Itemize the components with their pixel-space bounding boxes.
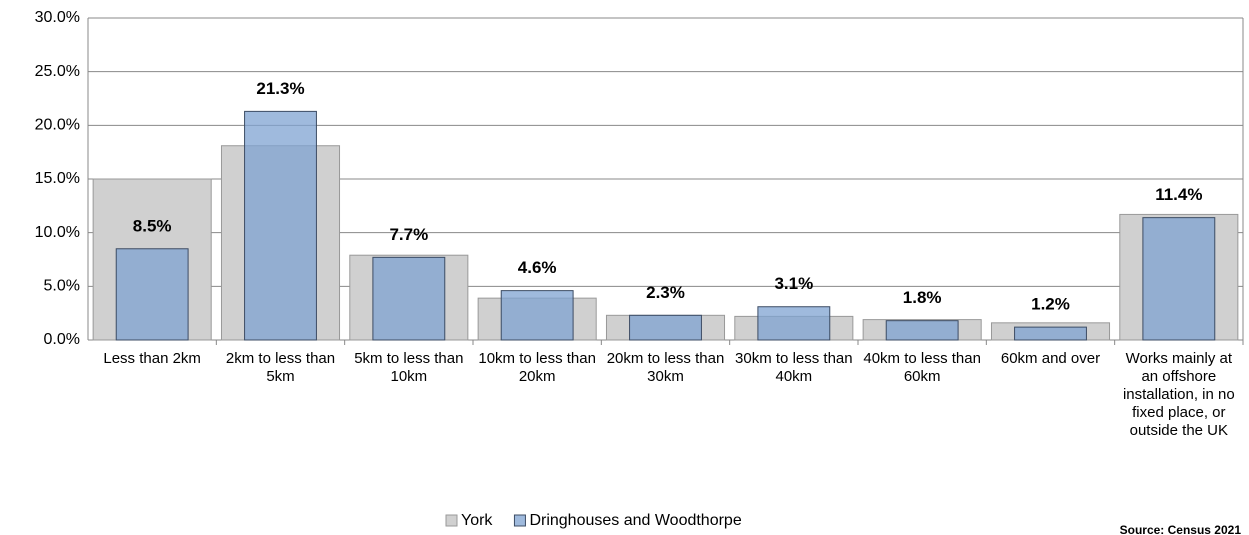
x-tick-label: Less than 2km: [103, 350, 201, 367]
y-tick-label: 30.0%: [35, 9, 80, 26]
bar: [1014, 326, 1087, 341]
x-tick-label: Works mainly at an offshore installation…: [1122, 350, 1235, 439]
data-label: 2.3%: [646, 283, 685, 302]
source-note: Source: Census 2021: [1120, 523, 1242, 535]
data-label: 21.3%: [256, 79, 304, 98]
x-tick-label: 5km to less than 10km: [354, 350, 464, 385]
y-tick-label: 5.0%: [44, 278, 80, 295]
y-tick-label: 10.0%: [35, 224, 80, 241]
x-tick-label: 2km to less than 5km: [225, 350, 336, 385]
bar: [500, 290, 574, 341]
bar: [629, 314, 702, 341]
data-label: 1.2%: [1031, 295, 1070, 314]
bar: [115, 248, 189, 341]
data-label: 4.6%: [518, 258, 557, 277]
legend-label: Dringhouses and Woodthorpe: [529, 512, 741, 529]
x-tick-label: 10km to less than 20km: [478, 350, 596, 385]
bar: [1142, 217, 1216, 341]
legend-swatch: [513, 514, 526, 527]
bar: [372, 256, 446, 341]
legend-label: York: [461, 512, 493, 529]
x-tick-label: 60km and over: [1000, 350, 1101, 367]
data-label: 8.5%: [133, 216, 172, 235]
legend-swatch: [445, 514, 458, 527]
x-tick-label: 20km to less than 30km: [606, 350, 725, 385]
data-label: 7.7%: [389, 225, 428, 244]
y-tick-label: 25.0%: [35, 63, 80, 80]
bar: [757, 306, 831, 341]
data-label: 1.8%: [903, 288, 942, 307]
data-label: 11.4%: [1155, 185, 1202, 204]
y-tick-label: 20.0%: [35, 117, 80, 134]
x-tick-label: 30km to less than 40km: [735, 350, 853, 385]
y-tick-label: 0.0%: [44, 331, 80, 348]
bar: [244, 110, 317, 341]
bar: [885, 320, 959, 341]
x-tick-label: 40km to less than 60km: [863, 350, 981, 385]
y-tick-label: 15.0%: [35, 170, 80, 187]
data-label: 3.1%: [774, 274, 813, 293]
